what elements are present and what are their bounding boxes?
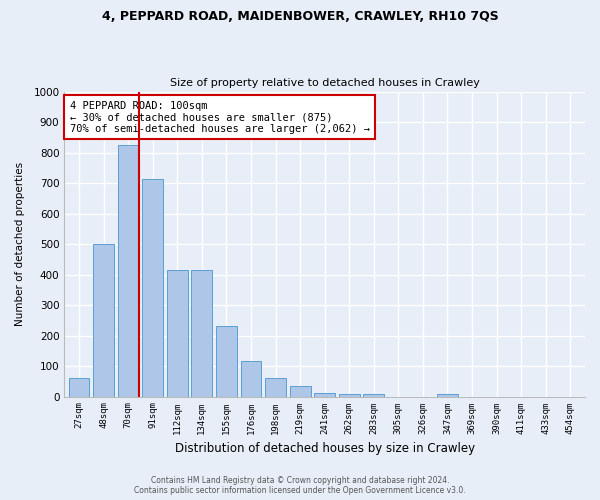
Bar [142,180,163,396]
Bar [118,145,139,397]
Title: Size of property relative to detached houses in Crawley: Size of property relative to detached ho… [170,78,479,88]
Bar [68,378,89,396]
Bar [290,386,311,396]
Bar [167,270,188,396]
Bar [339,394,359,396]
Text: 4, PEPPARD ROAD, MAIDENBOWER, CRAWLEY, RH10 7QS: 4, PEPPARD ROAD, MAIDENBOWER, CRAWLEY, R… [101,10,499,23]
Text: 4 PEPPARD ROAD: 100sqm
← 30% of detached houses are smaller (875)
70% of semi-de: 4 PEPPARD ROAD: 100sqm ← 30% of detached… [70,100,370,134]
Bar [191,270,212,396]
Bar [437,394,458,396]
Bar [241,362,262,396]
Bar [265,378,286,396]
Text: Contains HM Land Registry data © Crown copyright and database right 2024.
Contai: Contains HM Land Registry data © Crown c… [134,476,466,495]
Y-axis label: Number of detached properties: Number of detached properties [15,162,25,326]
X-axis label: Distribution of detached houses by size in Crawley: Distribution of detached houses by size … [175,442,475,455]
Bar [93,244,114,396]
Bar [364,394,384,396]
Bar [216,326,237,396]
Bar [314,393,335,396]
